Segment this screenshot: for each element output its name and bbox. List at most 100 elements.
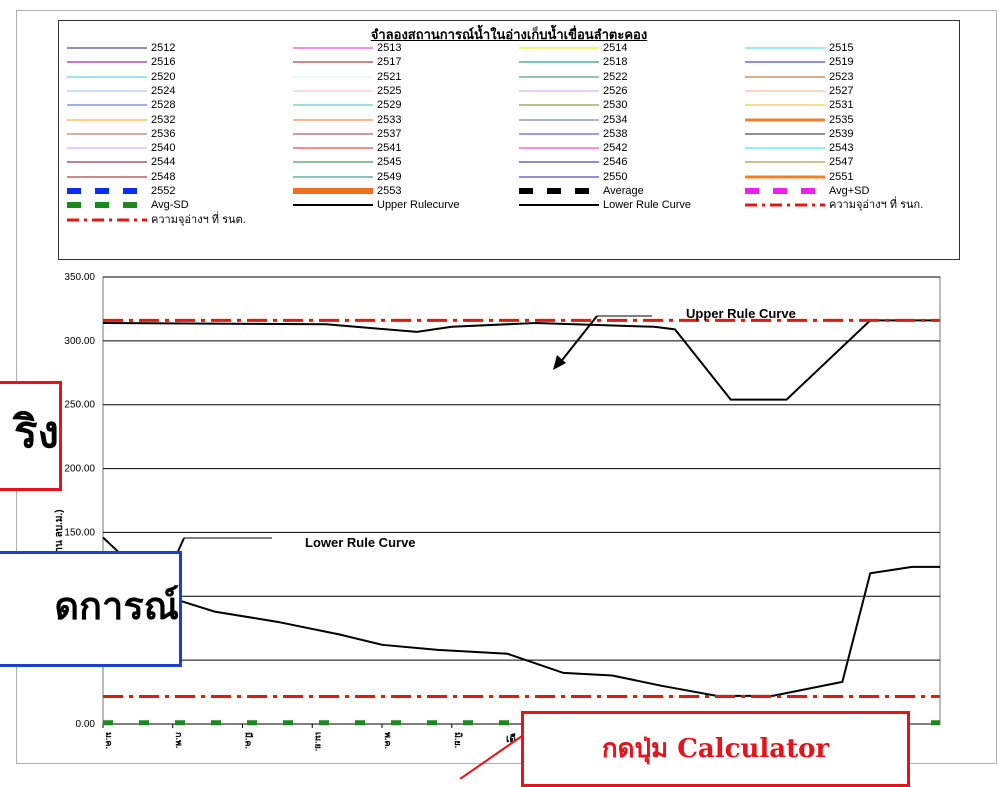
legend-swatch [745, 61, 825, 63]
legend-swatch [745, 147, 825, 149]
legend-swatch [519, 47, 599, 49]
legend-swatch [519, 204, 599, 207]
legend-label: 2526 [603, 84, 628, 97]
annotation-arrowhead [553, 355, 566, 370]
legend-label: 2527 [829, 84, 854, 97]
callout-pointer [459, 735, 523, 779]
legend-label: 2531 [829, 99, 854, 112]
legend-swatch [519, 90, 599, 92]
legend-label: 2545 [377, 156, 402, 169]
legend-label: 2517 [377, 56, 402, 69]
legend-swatch [293, 104, 373, 106]
legend-label: 2544 [151, 156, 176, 169]
y-tick-label: 300.00 [64, 336, 95, 347]
y-tick-label: 150.00 [64, 527, 95, 538]
legend-swatch [519, 176, 599, 178]
legend-swatch [519, 147, 599, 149]
legend-swatch [67, 188, 147, 194]
series-lines [102, 318, 940, 726]
legend-swatch [67, 90, 147, 92]
legend-swatch [745, 90, 825, 92]
legend-label: 2521 [377, 70, 402, 83]
legend-label: Lower Rule Curve [603, 199, 692, 212]
x-tick-label: มิ.ย. [453, 732, 463, 748]
callout-top: ริง [0, 381, 62, 491]
legend-label: 2543 [829, 142, 854, 155]
legend-label: 2518 [603, 56, 628, 69]
chart-title: จำลองสถานการณ์น้ำในอ่างเก็บน้ำเขื่อนลำตะ… [370, 27, 648, 42]
legend-label: 2537 [377, 127, 402, 140]
legend-label: 2525 [377, 84, 402, 97]
legend-label: 2548 [151, 170, 176, 183]
legend-swatch [67, 161, 147, 163]
x-tick-label: พ.ค. [383, 732, 393, 749]
legend-swatch [293, 90, 373, 92]
y-tick-label: 200.00 [64, 464, 95, 475]
legend-swatch [293, 161, 373, 163]
legend-label: 2552 [151, 185, 176, 197]
callout-middle: ดการณ์ [0, 551, 182, 667]
legend-label: 2547 [829, 156, 854, 169]
legend-label: 2512 [151, 42, 176, 54]
legend-swatch [293, 188, 373, 194]
legend-swatch [519, 104, 599, 106]
legend-label: ความจุอ่างฯ ที่ รนก. [829, 199, 924, 212]
callout-bottom-calculator: กดปุ่ม Calculator [521, 711, 910, 787]
callout-top-text: ริง [13, 407, 59, 458]
y-tick-label: 350.00 [64, 272, 95, 283]
legend-swatch [519, 188, 599, 194]
legend-label: 2534 [603, 113, 628, 126]
callout-bottom-text: กดปุ่ม Calculator [601, 734, 830, 764]
gridlines [102, 276, 941, 725]
legend-swatch [67, 202, 147, 209]
legend-swatch [67, 119, 147, 120]
legend-swatch [293, 133, 373, 135]
legend-swatch [67, 176, 147, 178]
x-tick-label: มี.ค. [244, 732, 254, 749]
legend-label: 2550 [603, 170, 628, 183]
legend-swatch [293, 204, 373, 207]
legend-label: Avg+SD [829, 185, 870, 197]
legend-label: 2514 [603, 42, 628, 54]
legend-label: 2539 [829, 127, 854, 140]
legend-label: 2523 [829, 70, 854, 83]
legend-swatch [67, 76, 147, 78]
legend-label: 2532 [151, 113, 176, 126]
upper-rule-curve-line [102, 319, 940, 401]
y-tick-label: 0.00 [76, 719, 96, 730]
legend-box: จำลองสถานการณ์น้ำในอ่างเก็บน้ำเขื่อนลำตะ… [58, 20, 960, 260]
legend-label: Upper Rulecurve [377, 199, 460, 212]
x-tick-label: เม.ย. [313, 732, 323, 751]
legend-swatch [745, 47, 825, 49]
plot-area [102, 276, 941, 725]
legend-label: 2542 [603, 142, 628, 155]
legend-swatch [745, 188, 825, 194]
annotation-lower-rule-curve: Lower Rule Curve [305, 535, 416, 550]
legend-swatch [293, 47, 373, 49]
legend-label: 2540 [151, 142, 176, 155]
legend-swatch [67, 147, 147, 149]
legend-swatch [745, 118, 825, 121]
legend-label: 2519 [829, 56, 854, 69]
legend-label: 2533 [377, 113, 402, 126]
legend-label: 2538 [603, 127, 628, 140]
legend-label: 2515 [829, 42, 854, 54]
legend-swatch [67, 47, 147, 49]
legend-label: Average [603, 185, 644, 197]
annotation-upper-rule-curve: Upper Rule Curve [686, 306, 796, 321]
x-tick-label: ก.พ. [174, 732, 184, 748]
annotations: Upper Rule Curve Lower Rule Curve [175, 306, 796, 779]
legend-swatch [67, 61, 147, 63]
x-axis-label: เดื [506, 733, 516, 745]
legend-swatch [293, 61, 373, 63]
legend-label: 2553 [377, 185, 402, 197]
legend-swatch [67, 104, 147, 106]
legend-label: 2549 [377, 170, 402, 183]
legend-swatch [67, 133, 147, 135]
legend-swatch [519, 61, 599, 63]
legend-swatch [519, 133, 599, 135]
legend-label: 2516 [151, 56, 176, 69]
legend-label: 2535 [829, 113, 854, 126]
callout-middle-text: ดการณ์ [54, 583, 179, 628]
